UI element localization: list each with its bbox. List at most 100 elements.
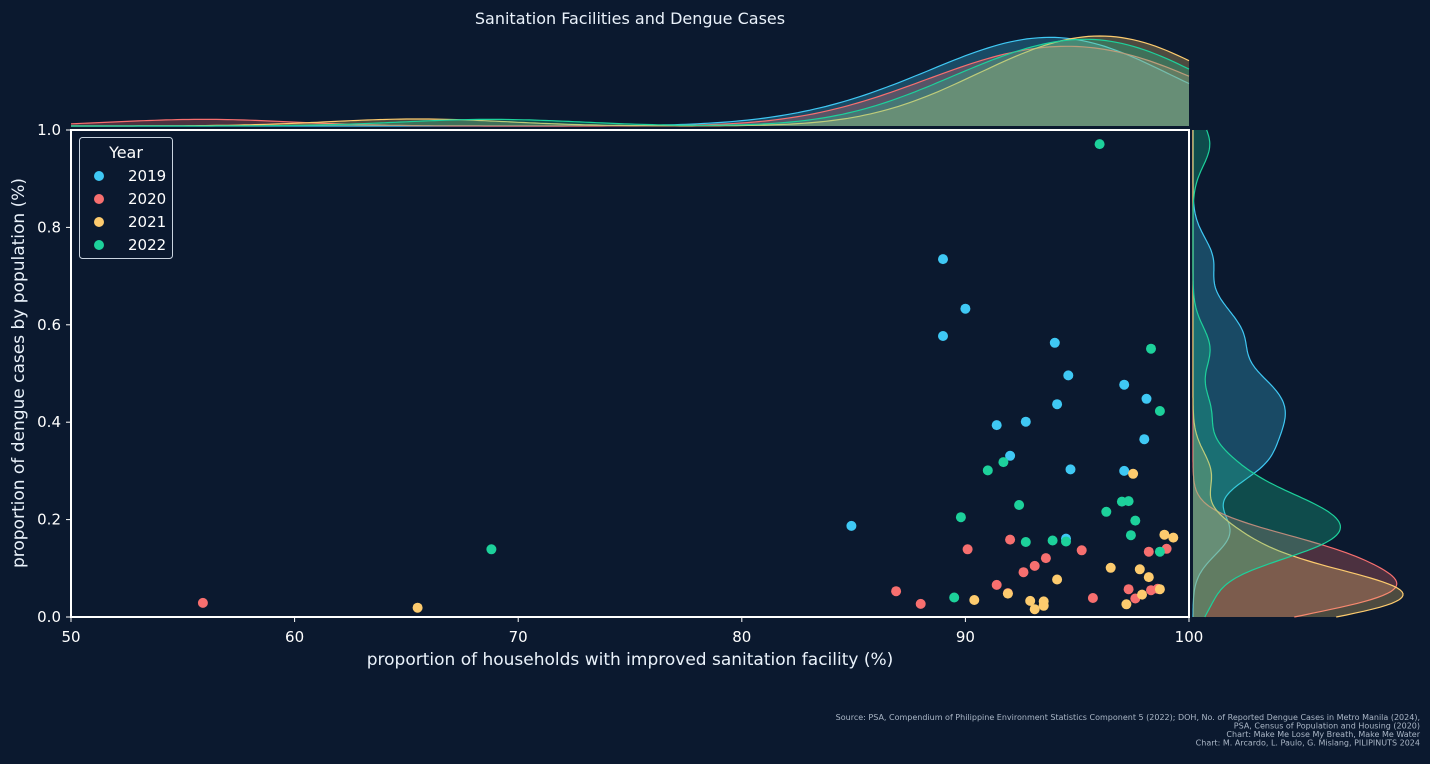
point-2022 (1061, 536, 1071, 547)
point-2019 (1119, 379, 1130, 390)
point-2020 (197, 597, 208, 608)
right-density-fill-2022 (1193, 130, 1341, 617)
point-2019 (991, 420, 1002, 431)
point-2022 (1154, 546, 1165, 557)
legend-label-2021: 2021 (128, 213, 166, 231)
y-tick-label: 0.2 (37, 511, 61, 529)
point-2021 (1025, 595, 1036, 606)
y-tick-label: 0.6 (37, 316, 61, 334)
top-density-fill-2020 (71, 46, 1189, 126)
point-2019 (1052, 399, 1063, 410)
point-2022 (486, 544, 497, 555)
legend-marker-2019 (94, 171, 104, 181)
x-axis-label: proportion of households with improved s… (367, 650, 894, 670)
point-2019 (1020, 416, 1031, 427)
point-2020 (1040, 553, 1051, 564)
plot-area (70, 129, 1190, 618)
point-2022 (1125, 530, 1136, 541)
legend-label-2020: 2020 (128, 190, 166, 208)
point-2021 (1121, 599, 1132, 610)
point-2019 (1065, 464, 1076, 475)
point-2021 (1002, 588, 1013, 599)
x-tick-label: 100 (1175, 628, 1204, 646)
x-tick-label: 50 (61, 628, 80, 646)
point-2019 (1005, 450, 1016, 461)
point-2021 (1105, 562, 1116, 573)
y-tick-label: 0.0 (37, 608, 61, 626)
point-2020 (991, 579, 1002, 590)
point-2022 (949, 592, 960, 603)
point-2021 (1159, 529, 1170, 540)
point-2020 (891, 586, 902, 597)
point-2021 (1168, 532, 1179, 543)
right-density-line-2019 (1192, 130, 1286, 617)
point-2021 (1154, 584, 1165, 595)
top-density-fill-2019 (71, 37, 1189, 126)
top-density-line-2022 (71, 38, 1190, 127)
source-line: Source: PSA, Compendium of Philippine En… (836, 713, 1420, 722)
point-2021 (969, 595, 980, 605)
right-density-fill-2021 (1193, 130, 1403, 617)
right-marginal-density (1192, 129, 1404, 618)
point-2022 (1101, 506, 1112, 517)
right-density-fill-2020 (1193, 130, 1397, 617)
top-density-line-2021 (71, 35, 1190, 127)
chart-title: Sanitation Facilities and Dengue Cases (475, 9, 785, 28)
legend-label-2022: 2022 (128, 236, 166, 254)
point-2020 (1029, 560, 1040, 571)
point-2019 (1063, 370, 1074, 381)
point-2022 (1020, 537, 1031, 547)
point-2022 (1154, 406, 1165, 416)
point-2021 (1029, 604, 1040, 615)
point-2020 (962, 544, 973, 555)
legend-marker-2021 (94, 217, 104, 227)
legend[interactable]: Year 2019 2020 2021 2022 (79, 137, 173, 259)
source-line: PSA, Census of Population and Housing (2… (1234, 722, 1420, 731)
point-2019 (1049, 337, 1060, 348)
top-density-fill-2022 (71, 39, 1189, 126)
legend-box (79, 137, 173, 259)
plot-frame (70, 129, 1190, 618)
point-2021 (412, 602, 423, 613)
right-density-fill-2019 (1193, 130, 1286, 617)
point-2020 (1018, 567, 1029, 578)
point-2020 (1005, 534, 1016, 545)
point-2019 (1141, 393, 1152, 404)
legend-marker-2022 (94, 240, 104, 250)
point-2021 (1052, 574, 1063, 585)
top-density-fill-2021 (71, 36, 1189, 126)
point-2022 (955, 512, 966, 523)
legend-label-2019: 2019 (128, 167, 166, 185)
x-tick-label: 80 (732, 628, 751, 646)
point-2021 (1134, 564, 1145, 575)
y-axis-label: proportion of dengue cases by population… (9, 178, 29, 568)
point-2019 (938, 331, 948, 341)
source-notes: Source: PSA, Compendium of Philippine En… (836, 713, 1421, 748)
scatter-points (197, 139, 1179, 615)
y-axis-ticks: 0.0 0.2 0.4 0.6 0.8 1.0 (37, 121, 71, 626)
point-2022 (998, 457, 1009, 468)
point-2022 (1123, 496, 1134, 507)
point-2022 (1047, 535, 1058, 546)
point-2021 (1143, 572, 1154, 583)
point-2019 (938, 254, 948, 265)
legend-title: Year (108, 143, 143, 162)
point-2020 (915, 598, 926, 609)
point-2019 (1119, 465, 1130, 476)
point-2021 (1038, 596, 1049, 607)
y-tick-label: 1.0 (37, 121, 61, 139)
point-2021 (1128, 468, 1139, 479)
point-2020 (1076, 545, 1087, 556)
point-2022 (1130, 515, 1141, 526)
y-tick-label: 0.8 (37, 218, 61, 236)
point-2022 (982, 465, 993, 476)
point-2022 (1094, 139, 1105, 150)
point-2020 (1087, 593, 1098, 603)
point-2019 (960, 303, 971, 314)
source-line: Chart: Make Me Lose My Breath, Make Me W… (1226, 730, 1420, 739)
point-2021 (1137, 589, 1147, 600)
legend-marker-2020 (94, 194, 104, 204)
point-2019 (846, 520, 857, 531)
y-tick-label: 0.4 (37, 413, 61, 431)
